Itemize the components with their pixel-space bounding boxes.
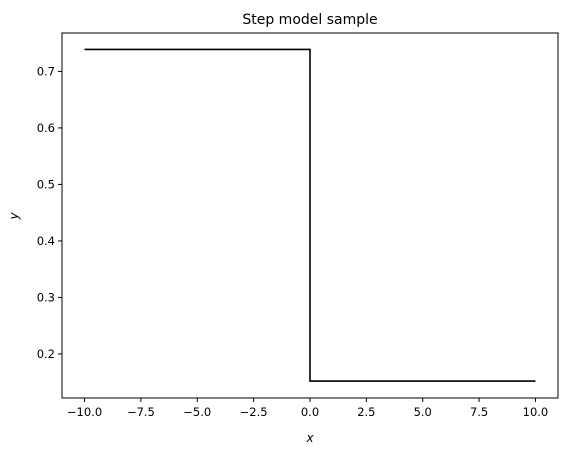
x-axis-label: x	[305, 431, 314, 445]
x-tick-label: 10.0	[523, 405, 549, 419]
x-tick-label: −5.0	[183, 405, 211, 419]
x-tick-label: 7.5	[470, 405, 488, 419]
x-tick-label: 0.0	[301, 405, 319, 419]
x-tick-label: −10.0	[67, 405, 102, 419]
chart-title: Step model sample	[242, 12, 377, 28]
y-tick-label: 0.6	[37, 121, 55, 135]
y-tick-label: 0.7	[37, 64, 55, 78]
x-tick-label: −2.5	[240, 405, 268, 419]
y-tick-label: 0.2	[37, 347, 55, 361]
x-tick-label: −7.5	[127, 405, 155, 419]
x-axis: −10.0 −7.5 −5.0 −2.5 0.0 2.5 5.0 7.5 10.0	[67, 398, 548, 419]
y-tick-label: 0.5	[37, 177, 55, 191]
y-axis-label: y	[7, 212, 21, 221]
y-tick-label: 0.4	[37, 234, 55, 248]
plot-area	[84, 48, 536, 382]
x-tick-label: 5.0	[414, 405, 432, 419]
y-tick-label: 0.3	[37, 290, 55, 304]
x-tick-label: 2.5	[357, 405, 375, 419]
series-line	[84, 48, 536, 382]
y-axis: 0.2 0.3 0.4 0.5 0.6 0.7	[37, 64, 62, 361]
